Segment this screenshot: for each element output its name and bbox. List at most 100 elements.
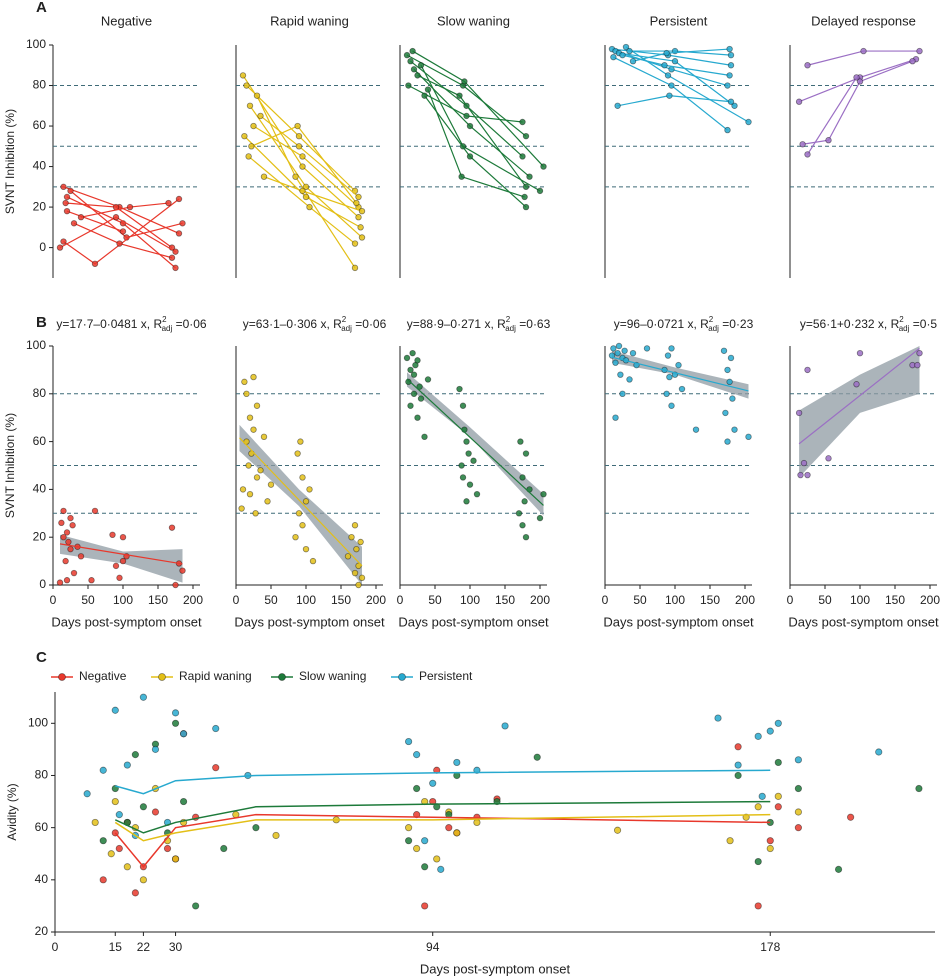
data-point [403, 51, 411, 59]
data-point [306, 486, 313, 493]
panel-label: C [36, 649, 47, 666]
data-point [70, 220, 78, 227]
data-point [405, 824, 413, 832]
data-point [56, 244, 64, 251]
data-point [67, 545, 74, 553]
data-point [116, 240, 123, 247]
data-point [424, 86, 432, 93]
data-point [302, 498, 310, 505]
legend-marker [58, 673, 66, 681]
legend-marker [158, 673, 166, 681]
legend-marker [278, 673, 286, 681]
data-point [306, 203, 313, 211]
data-point [351, 522, 359, 529]
trajectory [806, 77, 858, 155]
equation-part: adj [899, 324, 910, 333]
fit-line [59, 543, 183, 565]
data-point [139, 876, 148, 884]
data-point [67, 187, 74, 195]
data-point [126, 203, 134, 211]
data-point [470, 457, 477, 464]
equation-part: 2 [506, 315, 511, 324]
x-tick-label: 30 [169, 940, 183, 954]
data-point [99, 876, 107, 884]
data-point [720, 347, 728, 354]
y-tick-label: 80 [35, 768, 49, 782]
data-point [466, 122, 474, 130]
data-point [726, 837, 734, 845]
data-point [473, 490, 481, 498]
data-point [724, 366, 731, 374]
panel-title: Negative [101, 13, 152, 28]
data-point [614, 102, 621, 109]
data-point [131, 889, 139, 897]
equation: y=56·1+0·232 x, R2 adj =0·5 [800, 315, 938, 333]
x-tick-label: 200 [920, 593, 940, 607]
trajectory [66, 210, 124, 232]
data-point [875, 748, 883, 756]
data-point [860, 47, 867, 55]
data-point [766, 844, 774, 853]
data-point [754, 902, 762, 910]
y-tick-label: 80 [33, 78, 47, 92]
data-point [302, 545, 310, 553]
x-tick-label: 200 [530, 593, 550, 607]
data-point [410, 371, 418, 378]
data-point [299, 474, 306, 481]
data-point [107, 850, 115, 858]
data-point [522, 183, 530, 191]
x-axis-label: Days post-symptom onset [420, 961, 571, 976]
legend-label: Rapid waning [179, 669, 252, 683]
data-point [456, 92, 463, 99]
data-point [139, 803, 148, 811]
equation-part: =0·06 [352, 317, 387, 331]
data-point [151, 745, 160, 753]
x-tick-label: 200 [735, 593, 755, 607]
data-point [239, 72, 247, 79]
data-point [664, 352, 672, 359]
data-point [413, 844, 421, 853]
data-point [299, 522, 306, 529]
legend-label: Negative [79, 669, 127, 683]
data-point [794, 756, 802, 764]
fit-line [611, 356, 749, 392]
panel-title: Persistent [650, 13, 708, 28]
data-point [456, 385, 463, 393]
data-point [348, 534, 355, 541]
data-point [421, 863, 429, 871]
equation-part: =0·63 [516, 317, 551, 331]
data-point [804, 366, 811, 374]
data-point [853, 381, 860, 388]
panel-title: Delayed response [811, 13, 916, 28]
data-point [410, 66, 418, 73]
x-tick-label: 178 [760, 940, 780, 954]
data-point [245, 462, 252, 469]
data-point [69, 522, 76, 529]
data-point [414, 357, 421, 364]
data-point [172, 248, 179, 255]
data-point [714, 714, 722, 722]
data-point [734, 761, 742, 769]
trajectory [260, 115, 359, 198]
data-point [99, 766, 107, 774]
data-point [250, 373, 257, 381]
equation-part: adj [162, 324, 173, 333]
data-point [252, 824, 260, 832]
data-point [109, 531, 116, 539]
x-tick-label: 100 [665, 593, 685, 607]
y-tick-label: 60 [33, 434, 47, 448]
x-tick-label: 0 [233, 593, 240, 607]
data-point [526, 173, 533, 180]
data-point [421, 92, 428, 99]
data-point [692, 426, 700, 433]
data-point [413, 784, 421, 793]
data-point [405, 378, 412, 386]
data-point [299, 153, 306, 160]
data-point [629, 58, 637, 65]
data-point [151, 808, 160, 816]
data-point [825, 455, 832, 462]
equation-part: y=17·7–0·0481 x, R [56, 317, 162, 331]
data-point [774, 719, 782, 727]
data-point [726, 378, 733, 386]
data-point [421, 902, 429, 910]
